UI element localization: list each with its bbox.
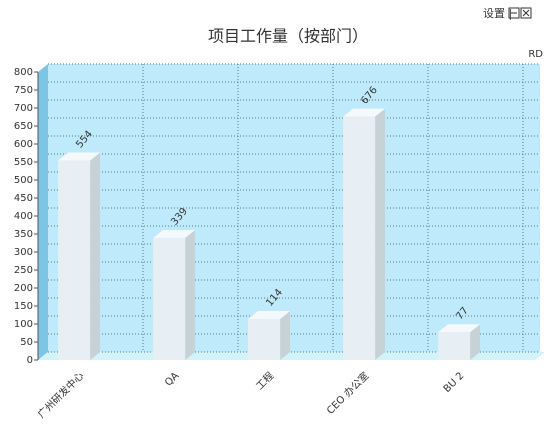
- close-icon[interactable]: [520, 7, 532, 19]
- close-glyph: [522, 9, 530, 17]
- bar-side: [280, 310, 291, 360]
- bar-top: [58, 152, 101, 161]
- chart-title: 项目工作量（按部门）: [208, 27, 368, 46]
- bar-top: [153, 229, 196, 238]
- y-tick-label: 800: [14, 67, 33, 78]
- y-tick-label: 750: [14, 85, 33, 96]
- y-tick-label: 300: [14, 247, 33, 258]
- y-tick-label: 650: [14, 121, 33, 132]
- settings-link[interactable]: 设置 |: [483, 7, 512, 20]
- bar-side: [90, 152, 101, 360]
- y-tick-label: 0: [27, 355, 33, 366]
- bar-side: [470, 324, 481, 360]
- y-tick-label: 150: [14, 301, 33, 312]
- bar-top: [248, 310, 291, 319]
- left-wall: [38, 64, 48, 360]
- y-tick-label: 400: [14, 211, 33, 222]
- y-tick-label: 450: [14, 193, 33, 204]
- window-icons: [508, 7, 532, 19]
- bar: [438, 332, 471, 360]
- y-tick-label: 350: [14, 229, 33, 240]
- bar-side: [185, 229, 196, 360]
- x-tick-label: QA: [163, 370, 181, 388]
- y-tick-label: 250: [14, 265, 33, 276]
- y-tick-label: 700: [14, 103, 33, 114]
- legend-entry: RD: [528, 49, 543, 60]
- x-tick-label: 广州研发中心: [35, 369, 87, 421]
- y-tick-label: 600: [14, 139, 33, 150]
- y-tick-label: 100: [14, 319, 33, 330]
- bar-top: [438, 324, 481, 333]
- bar-top: [343, 108, 386, 117]
- y-tick-label: 550: [14, 157, 33, 168]
- x-tick-label: BU 2: [442, 370, 467, 395]
- bar: [248, 318, 281, 360]
- bar: [58, 160, 91, 360]
- x-tick-label: CEO 办公室: [324, 369, 372, 417]
- y-tick-label: 200: [14, 283, 33, 294]
- y-tick-label: 500: [14, 175, 33, 186]
- bar: [343, 116, 376, 360]
- bar: [153, 237, 186, 360]
- bar-side: [375, 108, 386, 360]
- y-tick-label: 50: [20, 337, 33, 348]
- x-tick-label: 工程: [254, 370, 277, 393]
- minimize-icon[interactable]: [508, 7, 520, 19]
